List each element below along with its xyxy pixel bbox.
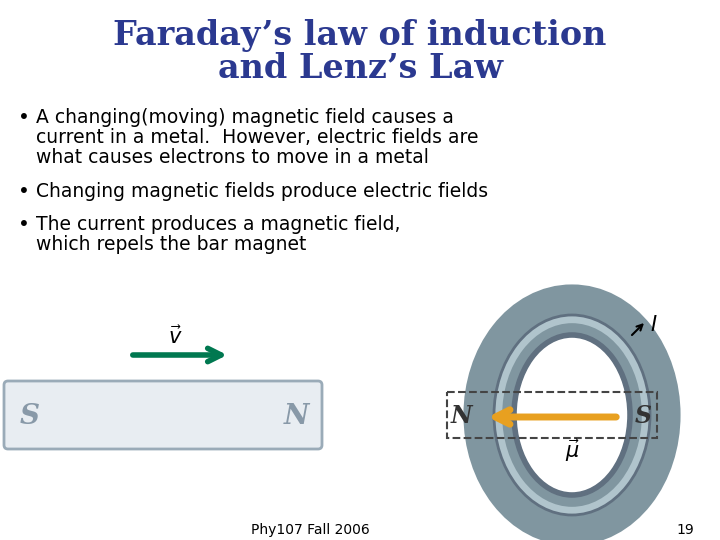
Text: what causes electrons to move in a metal: what causes electrons to move in a metal (36, 148, 429, 167)
Text: $\vec{\mu}$: $\vec{\mu}$ (564, 437, 580, 464)
Text: N: N (283, 403, 309, 430)
Text: •: • (18, 215, 30, 234)
Text: Phy107 Fall 2006: Phy107 Fall 2006 (251, 523, 369, 537)
Text: •: • (18, 108, 30, 127)
Ellipse shape (516, 337, 628, 493)
Text: Faraday’s law of induction: Faraday’s law of induction (113, 18, 607, 51)
Text: 19: 19 (676, 523, 694, 537)
Text: Changing magnetic fields produce electric fields: Changing magnetic fields produce electri… (36, 182, 488, 201)
Text: S: S (634, 404, 652, 428)
Text: •: • (18, 182, 30, 201)
Text: A changing(moving) magnetic field causes a: A changing(moving) magnetic field causes… (36, 108, 454, 127)
Text: which repels the bar magnet: which repels the bar magnet (36, 235, 307, 254)
Text: S: S (20, 403, 40, 430)
FancyBboxPatch shape (4, 381, 322, 449)
Text: $\vec{v}$: $\vec{v}$ (168, 326, 182, 348)
Text: and Lenz’s Law: and Lenz’s Law (217, 51, 503, 84)
Text: $I$: $I$ (650, 315, 657, 335)
Text: current in a metal.  However, electric fields are: current in a metal. However, electric fi… (36, 128, 479, 147)
Bar (447, 392, 657, 438)
Text: The current produces a magnetic field,: The current produces a magnetic field, (36, 215, 400, 234)
Text: N: N (450, 404, 472, 428)
